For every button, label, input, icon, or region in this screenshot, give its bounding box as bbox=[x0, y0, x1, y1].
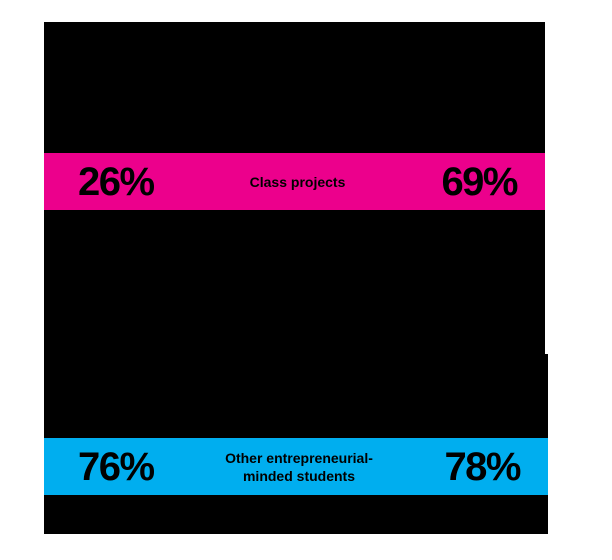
stat-block-class-projects: 26% Class projects 69% bbox=[44, 22, 545, 354]
category-label-other-students: Other entrepreneurial- minded students bbox=[154, 448, 445, 485]
left-percentage-class-projects: 26% bbox=[78, 159, 155, 204]
category-label-line-1: Other entrepreneurial- bbox=[225, 450, 373, 466]
left-percentage-other-students: 76% bbox=[78, 444, 155, 489]
right-percentage-other-students: 78% bbox=[444, 444, 521, 489]
right-percentage-class-projects: 69% bbox=[441, 159, 518, 204]
category-label-line-2: minded students bbox=[242, 468, 355, 484]
stat-block-other-students: 76% Other entrepreneurial- minded studen… bbox=[44, 354, 548, 534]
stat-band-other-students: 76% Other entrepreneurial- minded studen… bbox=[44, 438, 548, 495]
stat-band-class-projects: 26% Class projects 69% bbox=[44, 153, 545, 210]
category-label-class-projects: Class projects bbox=[249, 174, 346, 190]
